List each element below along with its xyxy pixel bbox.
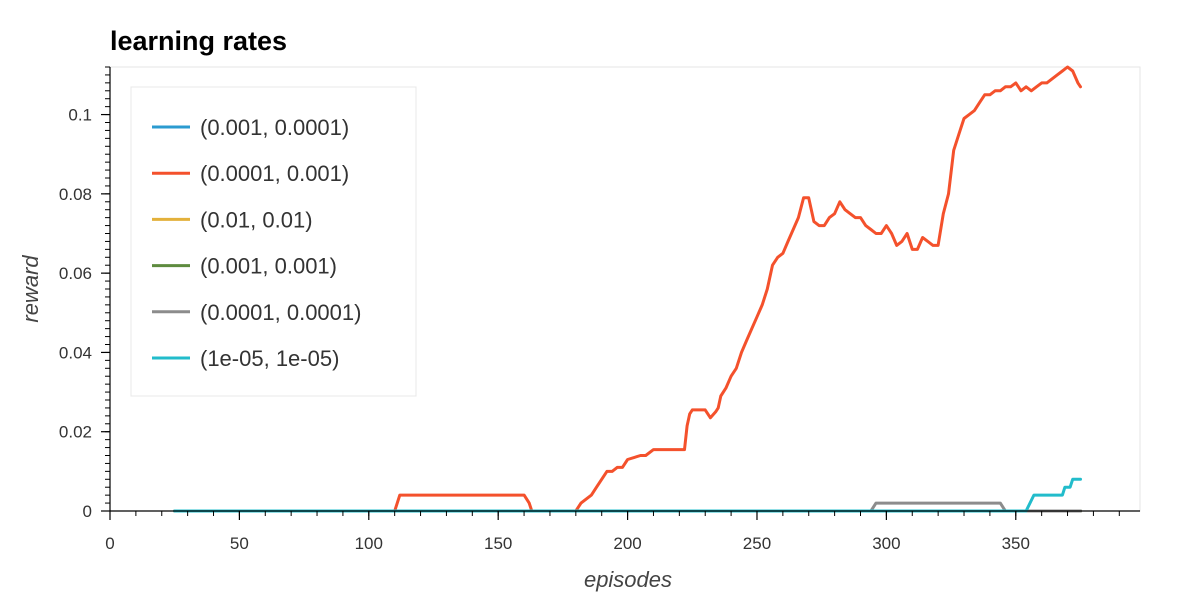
legend-label-2: (0.01, 0.01) bbox=[200, 207, 313, 232]
series-line-1 bbox=[173, 65, 1082, 513]
y-tick-label: 0 bbox=[83, 502, 92, 521]
y-tick-label: 0.02 bbox=[59, 423, 92, 442]
x-tick-label: 350 bbox=[1002, 534, 1030, 553]
legend-label-4: (0.0001, 0.0001) bbox=[200, 300, 361, 325]
axes-layer: 0 50 100 150 200 250 300 350 0 0.02 0.04 0.06 0.08 0.… bbox=[59, 66, 1140, 553]
y-axis-title: reward bbox=[18, 255, 43, 323]
legend-label-1: (0.0001, 0.001) bbox=[200, 161, 349, 186]
y-tick-label: 0.1 bbox=[68, 106, 92, 125]
legend: (0.001, 0.0001) (0.0001, 0.001) (0.01, 0.0… bbox=[130, 86, 417, 397]
legend-label-0: (0.001, 0.0001) bbox=[200, 115, 349, 140]
x-tick-label: 50 bbox=[230, 534, 249, 553]
x-tick-label: 0 bbox=[105, 534, 114, 553]
chart-title: learning rates bbox=[110, 26, 287, 56]
x-tick-label: 150 bbox=[484, 534, 512, 553]
legend-label-3: (0.001, 0.001) bbox=[200, 254, 337, 279]
series-line-5 bbox=[173, 477, 1082, 513]
x-axis-title: episodes bbox=[584, 567, 672, 592]
x-tick-label: 300 bbox=[872, 534, 900, 553]
x-tick-label: 200 bbox=[613, 534, 641, 553]
x-tick-label: 250 bbox=[743, 534, 771, 553]
y-tick-label: 0.04 bbox=[59, 343, 92, 362]
y-tick-label: 0.08 bbox=[59, 185, 92, 204]
x-tick-label: 100 bbox=[355, 534, 383, 553]
legend-box bbox=[130, 86, 417, 397]
y-tick-label: 0.06 bbox=[59, 264, 92, 283]
legend-label-5: (1e-05, 1e-05) bbox=[200, 346, 339, 371]
